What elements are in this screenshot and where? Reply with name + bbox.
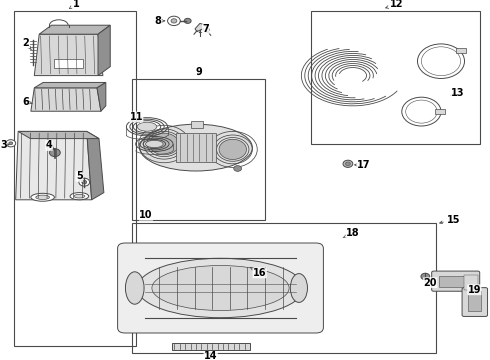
Text: 9: 9 bbox=[195, 67, 202, 77]
Polygon shape bbox=[98, 25, 110, 76]
Text: 7: 7 bbox=[199, 24, 209, 34]
Text: 14: 14 bbox=[204, 351, 218, 360]
Bar bbox=[439, 276, 473, 287]
Bar bbox=[176, 133, 216, 162]
Circle shape bbox=[6, 140, 16, 147]
Text: 4: 4 bbox=[46, 140, 55, 150]
Circle shape bbox=[79, 178, 90, 186]
Polygon shape bbox=[34, 82, 106, 88]
Text: 13: 13 bbox=[451, 88, 465, 98]
Ellipse shape bbox=[31, 193, 54, 201]
Circle shape bbox=[184, 18, 191, 23]
Text: 6: 6 bbox=[22, 96, 32, 107]
Ellipse shape bbox=[146, 140, 163, 148]
Polygon shape bbox=[195, 23, 210, 32]
Bar bbox=[14, 11, 136, 346]
Text: 8: 8 bbox=[154, 16, 165, 26]
Polygon shape bbox=[39, 25, 110, 34]
Bar bbox=[464, 275, 478, 290]
Text: 3: 3 bbox=[0, 140, 9, 150]
Ellipse shape bbox=[152, 266, 289, 310]
Text: 10: 10 bbox=[139, 210, 153, 220]
Bar bbox=[456, 48, 466, 53]
Bar bbox=[132, 79, 265, 220]
Polygon shape bbox=[34, 34, 103, 76]
Text: 17: 17 bbox=[355, 160, 370, 170]
Bar bbox=[191, 121, 203, 128]
Circle shape bbox=[82, 180, 87, 184]
Circle shape bbox=[343, 160, 353, 167]
Ellipse shape bbox=[70, 193, 89, 200]
Circle shape bbox=[149, 133, 179, 155]
Bar bbox=[435, 109, 445, 114]
Polygon shape bbox=[31, 88, 101, 111]
Text: 18: 18 bbox=[343, 228, 360, 238]
FancyBboxPatch shape bbox=[462, 288, 488, 316]
Bar bbox=[132, 223, 436, 353]
Polygon shape bbox=[87, 131, 104, 200]
Text: 19: 19 bbox=[467, 285, 481, 295]
Bar bbox=[311, 11, 480, 144]
Ellipse shape bbox=[140, 124, 252, 171]
Circle shape bbox=[168, 16, 180, 26]
Polygon shape bbox=[18, 131, 99, 139]
Text: 1: 1 bbox=[69, 0, 79, 9]
Ellipse shape bbox=[74, 194, 85, 198]
Text: 15: 15 bbox=[440, 215, 460, 225]
Bar bbox=[468, 291, 481, 311]
Circle shape bbox=[9, 142, 13, 145]
Ellipse shape bbox=[137, 258, 304, 318]
Text: 2: 2 bbox=[22, 38, 31, 49]
Text: 16: 16 bbox=[250, 267, 267, 278]
Ellipse shape bbox=[290, 274, 308, 302]
Bar bbox=[54, 59, 83, 68]
Circle shape bbox=[234, 166, 242, 171]
Polygon shape bbox=[97, 82, 106, 111]
Polygon shape bbox=[16, 131, 92, 200]
Ellipse shape bbox=[125, 272, 144, 304]
Bar bbox=[172, 343, 250, 350]
FancyBboxPatch shape bbox=[432, 271, 480, 291]
Text: 20: 20 bbox=[423, 277, 437, 288]
Text: 12: 12 bbox=[386, 0, 404, 9]
Circle shape bbox=[421, 273, 430, 280]
Circle shape bbox=[345, 162, 350, 166]
Text: 11: 11 bbox=[129, 112, 143, 122]
Text: 5: 5 bbox=[76, 171, 83, 181]
Circle shape bbox=[171, 19, 177, 23]
FancyBboxPatch shape bbox=[118, 243, 323, 333]
Ellipse shape bbox=[137, 122, 157, 131]
Ellipse shape bbox=[36, 195, 49, 199]
Circle shape bbox=[219, 139, 246, 159]
Circle shape bbox=[49, 149, 60, 157]
